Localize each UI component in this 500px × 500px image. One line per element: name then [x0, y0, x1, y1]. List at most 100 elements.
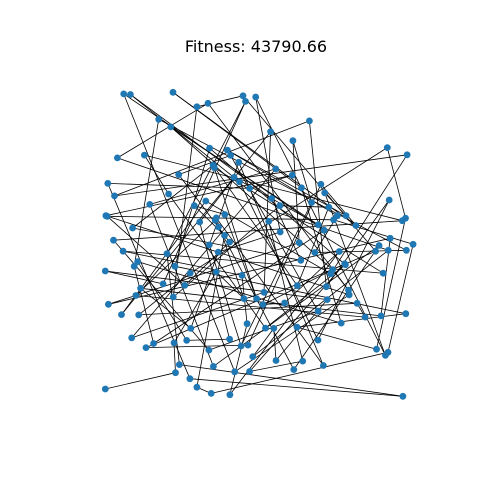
graph-node [242, 98, 249, 105]
graph-node [210, 363, 217, 370]
graph-edge [135, 220, 216, 296]
graph-edge [131, 168, 277, 339]
graph-node [183, 337, 191, 344]
graph-node [276, 202, 284, 210]
graph-node [120, 90, 128, 98]
graph-edge [301, 187, 342, 324]
graph-node [141, 151, 148, 159]
graph-node [119, 247, 127, 255]
graph-edge [386, 147, 406, 219]
graph-edge [149, 168, 276, 205]
graph-node [322, 283, 330, 291]
graph-node [126, 91, 134, 98]
graph-edge [108, 242, 300, 305]
graph-edge [212, 164, 298, 286]
graph-node [281, 299, 288, 307]
graph-edge [162, 101, 246, 285]
graph-edge [214, 167, 384, 274]
graph-edge [215, 217, 324, 366]
graph-node [342, 212, 350, 220]
graph-edge [196, 235, 225, 388]
graph-node [230, 174, 238, 181]
graph-edge [105, 174, 293, 217]
graph-node [240, 295, 248, 302]
graph-edge [130, 94, 240, 183]
graph-edge [140, 287, 192, 329]
graph-node [361, 313, 369, 321]
graph-edge [114, 154, 408, 197]
graph-edge [144, 154, 403, 222]
graph-node [293, 282, 301, 290]
graph-node [341, 260, 349, 268]
graph-edge [194, 205, 225, 236]
graph-node [237, 342, 245, 350]
graph-node [193, 103, 201, 111]
graph-edge [123, 93, 236, 372]
graph-node [320, 226, 328, 234]
graph-node [196, 218, 204, 226]
graph-node [246, 185, 254, 192]
graph-node [163, 250, 171, 258]
graph-edge [106, 216, 186, 286]
graph-node [212, 268, 220, 276]
graph-node [375, 242, 383, 249]
graph-node [276, 228, 284, 236]
graph-node [130, 262, 138, 270]
graph-node [268, 195, 275, 202]
graph-node [270, 325, 278, 332]
graph-node [345, 286, 352, 294]
graph-edge [117, 102, 209, 159]
graph-edge [273, 328, 277, 361]
graph-node [169, 293, 177, 301]
graph-edge [174, 265, 406, 315]
graph-node [224, 146, 231, 154]
graph-edge [199, 221, 230, 340]
graph-edge [108, 237, 391, 305]
graph-node [314, 221, 322, 229]
graph-edge [296, 313, 406, 328]
graph-node [320, 362, 327, 369]
graph-node [259, 301, 267, 308]
graph-node [214, 248, 222, 256]
graph-edge [376, 218, 406, 350]
graph-edge [179, 364, 403, 397]
graph-node [272, 357, 280, 364]
graph-node [111, 192, 118, 200]
graph-edge [196, 95, 244, 108]
graph-edge [105, 270, 164, 285]
graph-node [193, 383, 201, 391]
graph-edge [170, 126, 319, 226]
graph-node [114, 154, 121, 162]
graph-node [155, 115, 163, 123]
graph-node [134, 258, 142, 265]
graph-node [221, 232, 228, 239]
graph-edge [309, 120, 327, 287]
graph-node [227, 152, 235, 159]
graph-node [246, 368, 254, 375]
graph-edge [279, 205, 329, 208]
graph-node [409, 240, 417, 248]
graph-node [190, 202, 198, 210]
graph-node [239, 92, 247, 100]
graph-node [403, 151, 411, 159]
graph-node [265, 218, 273, 225]
graph-node [314, 307, 322, 315]
graph-edge [132, 164, 214, 229]
graph-node [377, 312, 385, 320]
graph-node [226, 238, 234, 246]
graph-node [325, 203, 333, 211]
graph-node [379, 269, 387, 277]
graph-node [299, 357, 307, 365]
graph-node [101, 385, 109, 393]
graph-node [384, 348, 392, 356]
graph-node [253, 295, 260, 302]
graph-node [260, 288, 268, 296]
graph-edge [255, 96, 281, 233]
graph-node [238, 272, 246, 279]
graph-node [159, 280, 167, 288]
graph-node [383, 144, 391, 152]
graph-edge [227, 149, 338, 217]
graph-edge [133, 119, 160, 267]
graph-edge [216, 271, 245, 299]
